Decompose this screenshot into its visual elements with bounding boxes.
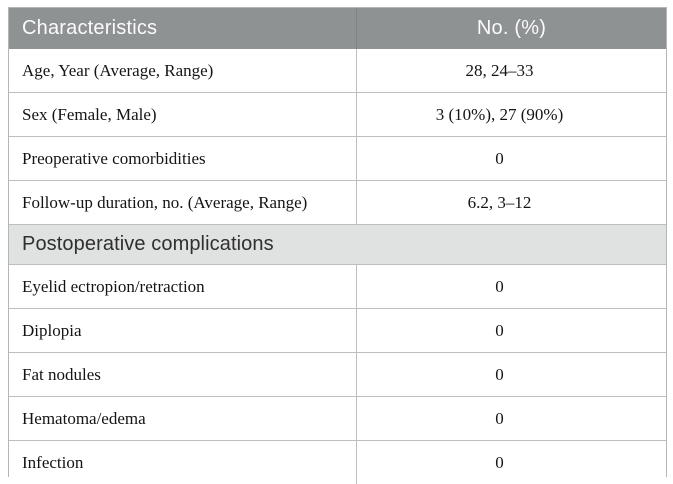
row-value: 0 (495, 452, 504, 472)
row-label-cell: Fat nodules (9, 353, 357, 396)
row-label: Hematoma/edema (22, 408, 146, 428)
row-label-cell: Preoperative comorbidities (9, 137, 357, 180)
row-label: Preoperative comorbidities (22, 148, 206, 168)
table-row-hematoma-edema: Hematoma/edema 0 (9, 397, 666, 441)
row-label-cell: Infection (9, 441, 357, 484)
row-value: 0 (495, 364, 504, 384)
header-characteristics-label: Characteristics (22, 17, 158, 39)
row-label: Fat nodules (22, 364, 101, 384)
row-label: Sex (Female, Male) (22, 104, 157, 124)
row-label-cell: Sex (Female, Male) (9, 93, 357, 136)
row-label: Age, Year (Average, Range) (22, 60, 214, 80)
row-value: 0 (495, 408, 504, 428)
row-label-cell: Diplopia (9, 309, 357, 352)
table-header-row: Characteristics No. (%) (9, 8, 666, 49)
table-row-eyelid-ectropion: Eyelid ectropion/retraction 0 (9, 265, 666, 309)
table-row-fat-nodules: Fat nodules 0 (9, 353, 666, 397)
row-label: Infection (22, 452, 84, 472)
row-label: Eyelid ectropion/retraction (22, 276, 205, 296)
row-label-cell: Hematoma/edema (9, 397, 357, 440)
row-value: 6.2, 3–12 (467, 192, 532, 212)
table-row-sex: Sex (Female, Male) 3 (10%), 27 (90%) (9, 93, 666, 137)
table-row-age: Age, Year (Average, Range) 28, 24–33 (9, 49, 666, 93)
header-cell-no-percent: No. (%) (357, 8, 666, 49)
table-row-diplopia: Diplopia 0 (9, 309, 666, 353)
row-value-cell: 6.2, 3–12 (357, 181, 666, 224)
header-cell-characteristics: Characteristics (9, 8, 357, 49)
table-row-follow-up-duration: Follow-up duration, no. (Average, Range)… (9, 181, 666, 225)
row-value-cell: 3 (10%), 27 (90%) (357, 93, 666, 136)
characteristics-table: Characteristics No. (%) Age, Year (Avera… (8, 7, 667, 484)
row-label-cell: Follow-up duration, no. (Average, Range) (9, 181, 357, 224)
row-value-cell: 0 (357, 309, 666, 352)
row-label-cell: Age, Year (Average, Range) (9, 49, 357, 92)
row-value: 3 (10%), 27 (90%) (435, 104, 564, 124)
row-value-cell: 28, 24–33 (357, 49, 666, 92)
row-value-cell: 0 (357, 265, 666, 308)
row-value-cell: 0 (357, 397, 666, 440)
row-value: 0 (495, 276, 504, 296)
table-row-preoperative-comorbidities: Preoperative comorbidities 0 (9, 137, 666, 181)
section-header-postoperative-complications: Postoperative complications (9, 225, 666, 265)
row-value: 0 (495, 148, 504, 168)
row-value-cell: 0 (357, 353, 666, 396)
row-label-cell: Eyelid ectropion/retraction (9, 265, 357, 308)
row-value-cell: 0 (357, 441, 666, 484)
row-label: Diplopia (22, 320, 82, 340)
row-value: 0 (495, 320, 504, 340)
table-row-infection: Infection 0 (9, 441, 666, 484)
row-label: Follow-up duration, no. (Average, Range) (22, 192, 308, 212)
section-title: Postoperative complications (22, 233, 274, 255)
row-value-cell: 0 (357, 137, 666, 180)
row-value: 28, 24–33 (465, 60, 534, 80)
header-no-percent-label: No. (%) (476, 17, 547, 39)
